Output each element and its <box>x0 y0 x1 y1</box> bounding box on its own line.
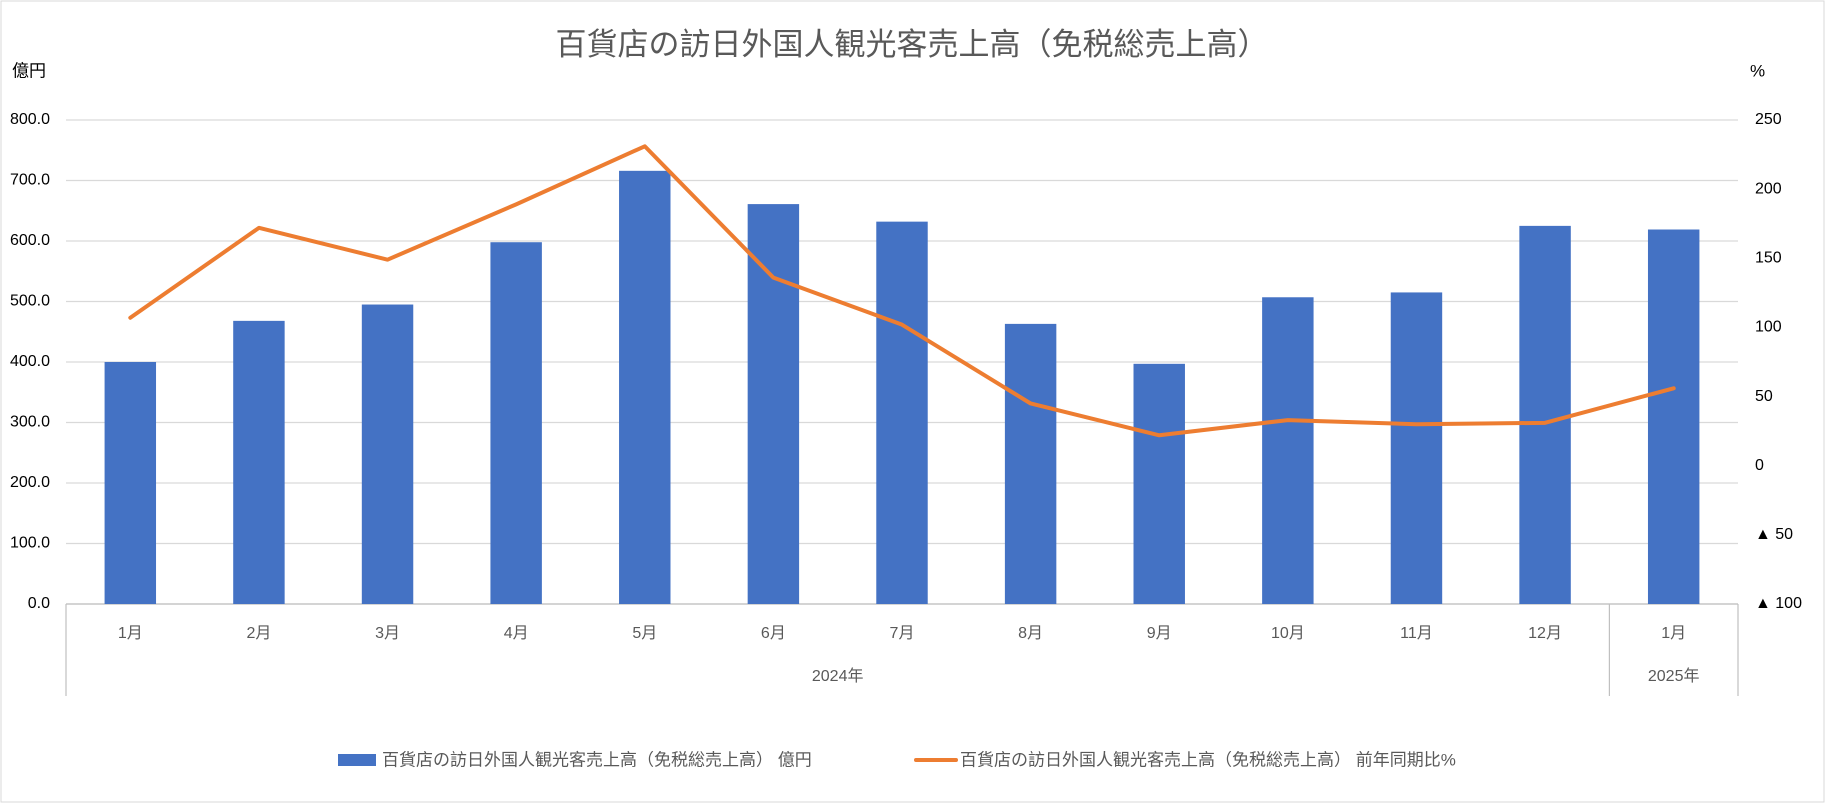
x-tick-label: 1月 <box>1661 625 1686 642</box>
y-tick-label: 800.0 <box>10 111 50 128</box>
x-tick-label: 4月 <box>504 625 529 642</box>
line <box>128 144 1676 438</box>
x-tick-label: 6月 <box>761 625 786 642</box>
y2-tick-label: 100 <box>1755 319 1782 336</box>
x-tick-label: 9月 <box>1147 625 1172 642</box>
bar <box>1519 225 1571 604</box>
y2-tick-label: 50 <box>1755 388 1773 405</box>
y-tick-label: 100.0 <box>10 535 50 552</box>
bar <box>1004 323 1057 604</box>
y-tick-label: 0.0 <box>28 595 50 612</box>
bar <box>104 362 157 604</box>
y2-tick-label: ▲ 50 <box>1755 526 1793 543</box>
x-tick-label: 11月 <box>1400 625 1433 642</box>
y-tick-label: 600.0 <box>10 232 50 249</box>
y-axis-unit: 億円 <box>12 61 46 80</box>
bar <box>1390 292 1443 604</box>
x-tick-label: 3月 <box>375 625 400 642</box>
y2-tick-label: 250 <box>1755 111 1782 128</box>
x-tick-label: 7月 <box>890 625 915 642</box>
x-tick-label: 2月 <box>246 625 271 642</box>
y2-tick-label: 150 <box>1755 250 1782 267</box>
legend-label: 百貨店の訪日外国人観光客売上高（免税総売上高） 億円 <box>382 750 812 769</box>
chart-title: 百貨店の訪日外国人観光客売上高（免税総売上高） <box>556 27 1269 62</box>
x-tick-label: 1月 <box>118 625 143 642</box>
bar <box>1262 297 1314 604</box>
x-tick-label: 8月 <box>1018 625 1043 642</box>
x-tick-label: 5月 <box>632 625 657 642</box>
y2-tick-label: ▲ 100 <box>1755 595 1802 612</box>
y-tick-label: 500.0 <box>10 293 50 310</box>
x-group-label: 2025年 <box>1648 667 1700 685</box>
x-tick-label: 12月 <box>1528 625 1562 642</box>
bar <box>1647 229 1700 604</box>
bar <box>361 304 414 604</box>
bar <box>1133 363 1185 604</box>
bar <box>619 170 671 604</box>
y-tick-label: 400.0 <box>10 353 50 370</box>
y-tick-label: 200.0 <box>10 474 50 491</box>
legend-label: 百貨店の訪日外国人観光客売上高（免税総売上高） 前年同期比% <box>960 750 1456 769</box>
legend-swatch <box>338 754 376 766</box>
x-group-label: 2024年 <box>812 667 864 685</box>
x-tick-label: 10月 <box>1271 625 1305 642</box>
y2-tick-label: 200 <box>1755 180 1782 197</box>
bar <box>747 204 800 604</box>
y-tick-label: 700.0 <box>10 172 50 189</box>
y2-axis-unit: % <box>1750 61 1765 80</box>
y2-tick-label: 0 <box>1755 457 1764 474</box>
y-tick-label: 300.0 <box>10 414 50 431</box>
bar <box>876 221 928 604</box>
bar <box>490 242 542 604</box>
bar <box>233 320 285 604</box>
